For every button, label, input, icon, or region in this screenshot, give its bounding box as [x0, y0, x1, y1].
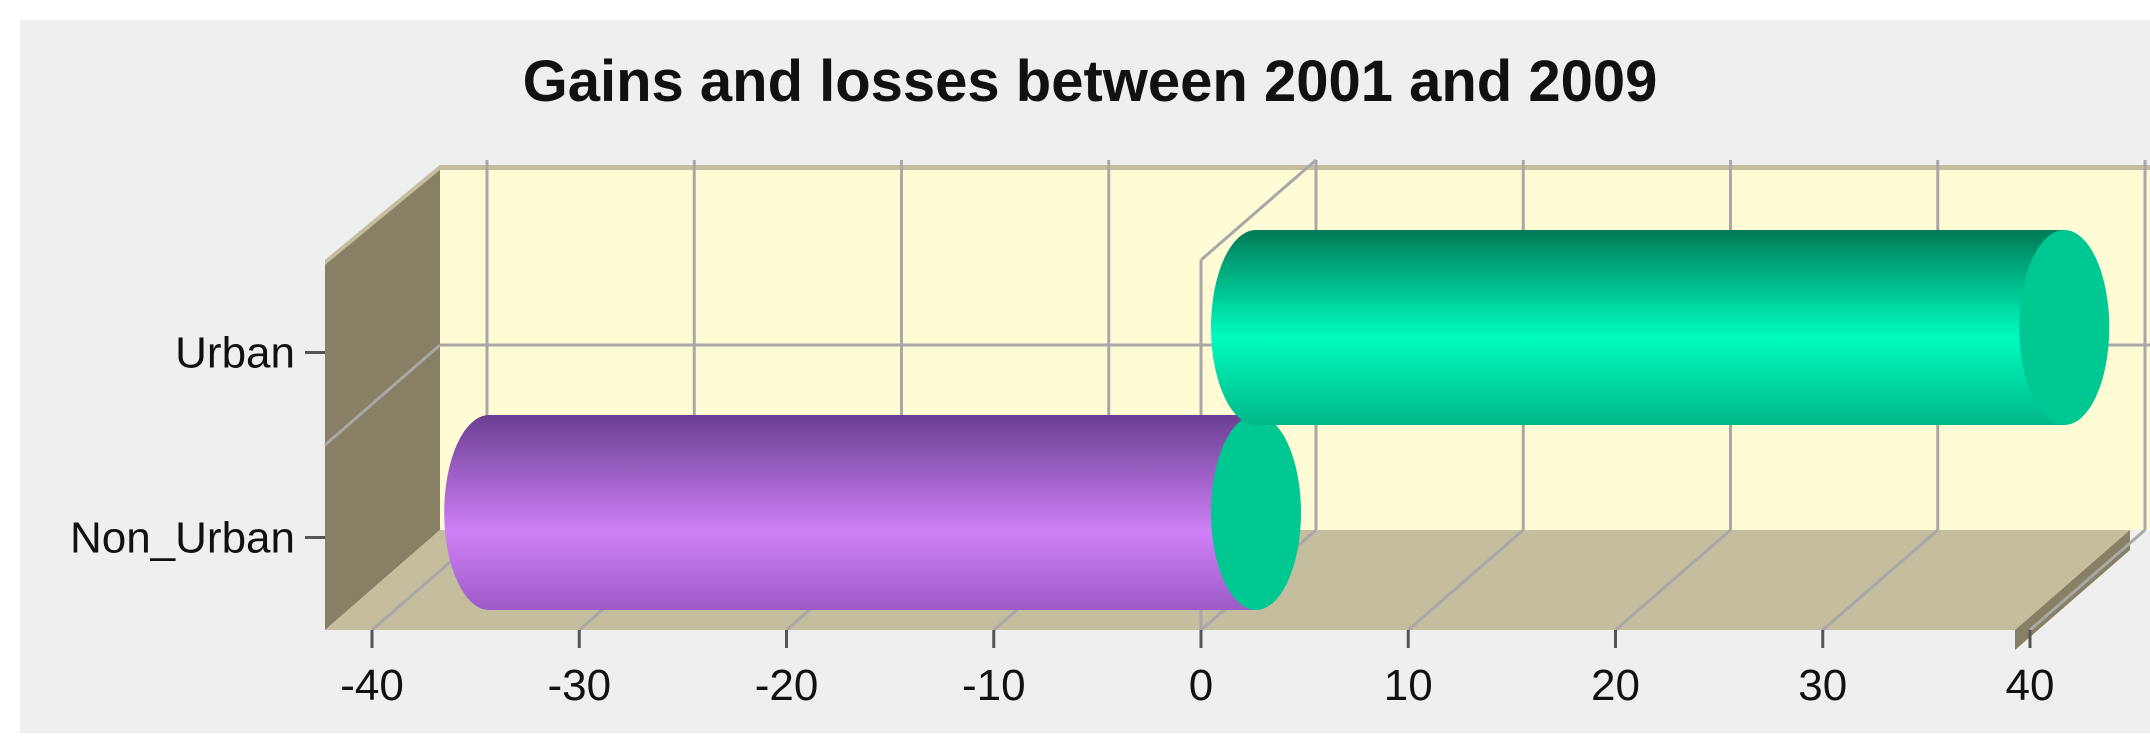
x-tick-label: 40	[2006, 661, 2055, 710]
x-tick-label: -40	[340, 661, 404, 710]
grid-line-wall	[324, 343, 441, 447]
plot-left-wall	[325, 165, 440, 630]
grid-line-floor	[1614, 528, 1732, 632]
zero-line-depth	[1200, 158, 1317, 262]
bar-urban	[1211, 230, 2110, 425]
x-tick-label: -30	[547, 661, 611, 710]
x-tick-label: -10	[962, 661, 1026, 710]
grid-line-floor	[1407, 528, 1525, 632]
bar-chart: Gains and losses between 2001 and 2009 -…	[70, 49, 2150, 710]
chart-title: Gains and losses between 2001 and 2009	[523, 49, 1658, 114]
x-tick-label: 10	[1384, 661, 1433, 710]
x-tick-label: 30	[1798, 661, 1847, 710]
y-axis: Urban Non_Urban	[70, 329, 325, 563]
x-axis: -40 -30 -20 -10 0 10 20 30 40	[340, 630, 2054, 710]
bar-start-cap	[1211, 230, 1301, 425]
x-tick-label: 20	[1591, 661, 1640, 710]
y-tick-label: Non_Urban	[70, 514, 295, 563]
y-tick-label: Urban	[175, 329, 295, 378]
x-tick-label: -20	[755, 661, 819, 710]
bars	[444, 230, 2110, 610]
bar-start-cap	[444, 415, 535, 610]
grid-line-floor	[2029, 528, 2146, 632]
grid-line-floor	[1821, 528, 1939, 632]
bar-body	[1256, 230, 2065, 425]
chart-panel: Gains and losses between 2001 and 2009 -…	[20, 20, 2150, 733]
bar-non-urban	[444, 415, 1301, 610]
x-tick-label: 0	[1189, 661, 1213, 710]
bar-end-cap	[1211, 415, 1301, 610]
bar-body	[489, 415, 1256, 610]
bar-end-cap	[2019, 230, 2110, 425]
